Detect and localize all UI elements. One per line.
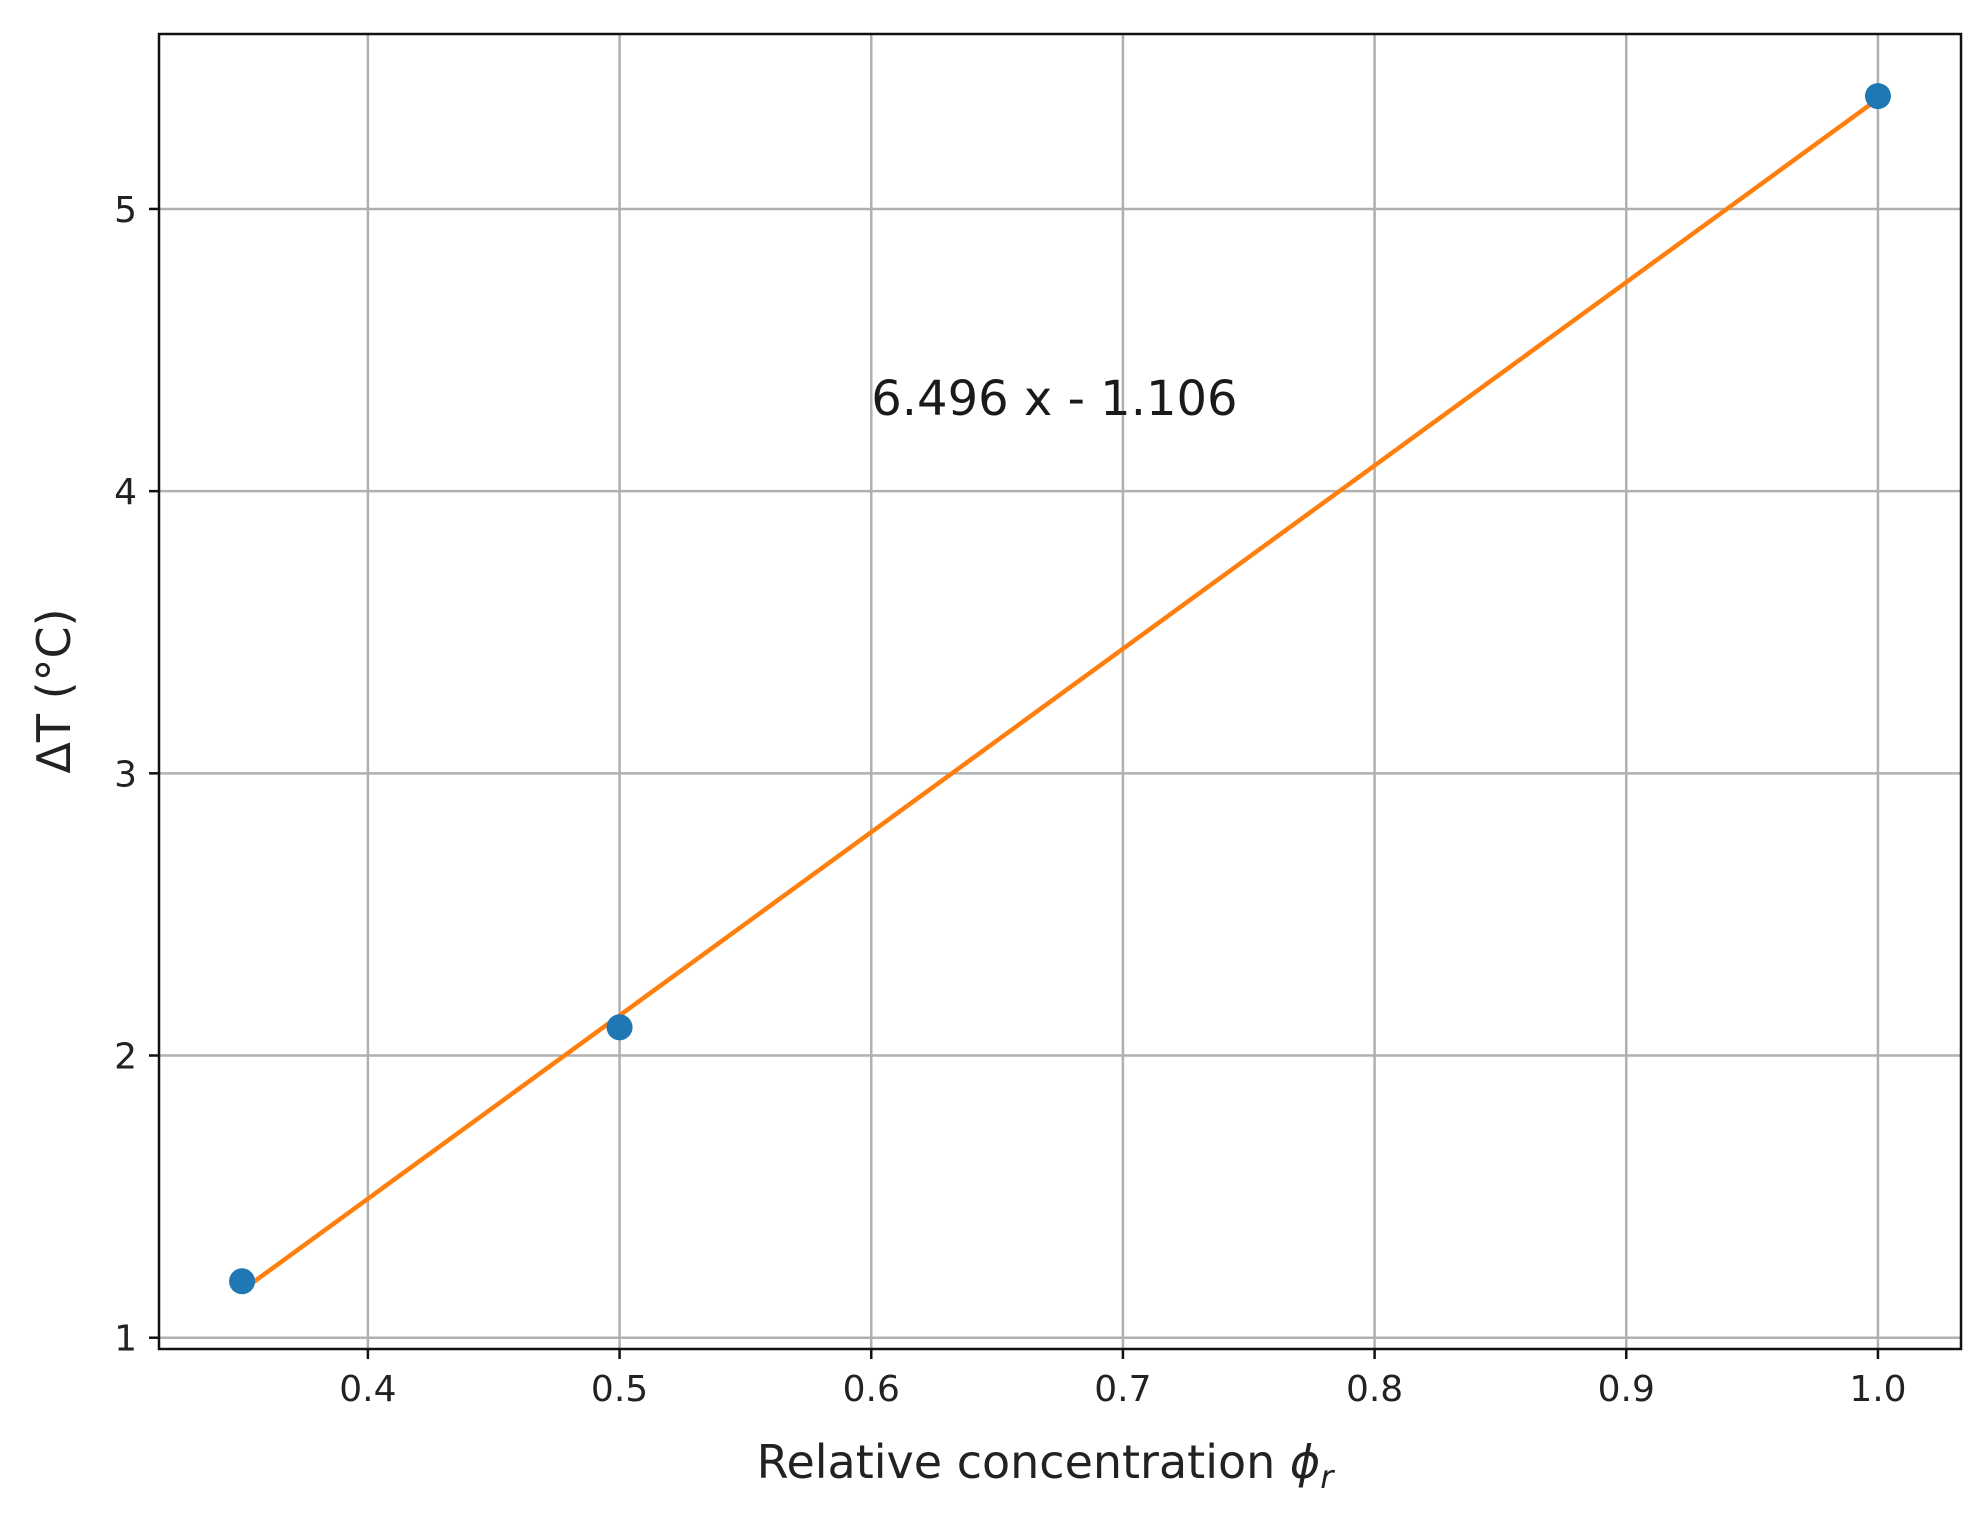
data-point (606, 1014, 633, 1041)
y-axis-label: ΔT (°C) (27, 608, 81, 773)
annotations: 6.496 x - 1.106 (871, 371, 1237, 427)
y-axis: 1 2 3 4 5 (114, 190, 159, 1360)
x-tick-label: 0.7 (1094, 1369, 1151, 1410)
x-axis: 0.4 0.5 0.6 0.7 0.8 0.9 1.0 (339, 1349, 1907, 1410)
data-point (1864, 83, 1891, 110)
fit-line-group (239, 96, 1881, 1293)
fit-equation-annotation: 6.496 x - 1.106 (871, 371, 1237, 427)
y-tick-label: 2 (114, 1037, 137, 1078)
y-tick-label: 5 (114, 190, 137, 231)
x-tick-label: 0.6 (843, 1369, 900, 1410)
x-tick-label: 0.4 (339, 1369, 396, 1410)
x-tick-label: 0.5 (591, 1369, 648, 1410)
y-tick-label: 4 (114, 472, 137, 513)
x-tick-label: 0.8 (1346, 1369, 1403, 1410)
data-points (229, 83, 1891, 1295)
x-tick-label: 1.0 (1849, 1369, 1906, 1410)
grid (159, 34, 1961, 1349)
y-tick-label: 3 (114, 754, 137, 795)
y-tick-label: 1 (114, 1319, 137, 1360)
fit-line (239, 96, 1881, 1293)
x-tick-label: 0.9 (1598, 1369, 1655, 1410)
plot-frame (157, 32, 1963, 1351)
x-axis-label: Relative concentration ϕr (757, 1435, 1336, 1496)
data-point (229, 1268, 256, 1295)
